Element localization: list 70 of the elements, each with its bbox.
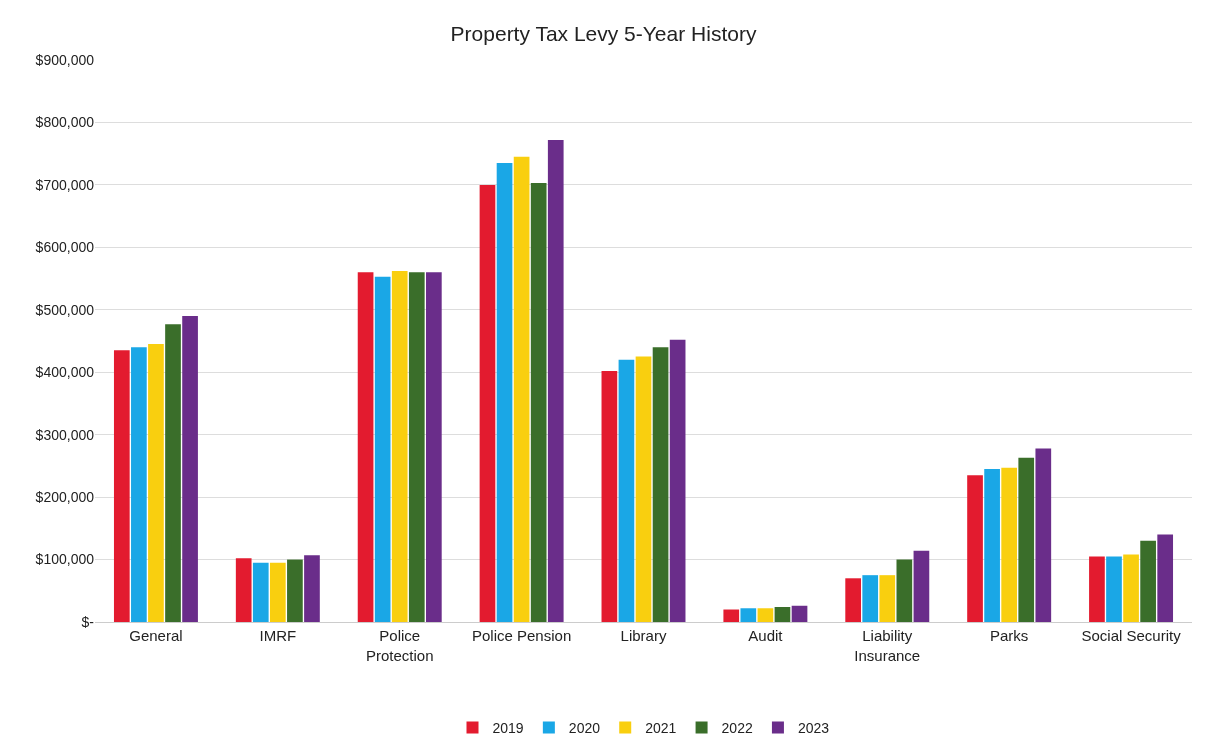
bar [984,469,1000,622]
x-tick-label: Audit [748,627,784,644]
chart-title: Property Tax Levy 5-Year History [450,22,757,46]
bar [635,356,652,622]
legend-label: 2020 [568,719,601,736]
bar [1001,467,1018,622]
bar [896,559,913,622]
bar [1123,554,1139,622]
y-tick-label: $600,000 [35,239,95,256]
y-tick-label: $400,000 [35,364,95,381]
bar [148,344,164,622]
legend-label: 2019 [492,719,524,736]
bar [791,605,808,622]
bar [1035,448,1052,622]
x-tick-label: Parks [990,627,1029,644]
bar [618,359,635,622]
legend-label: 2022 [721,719,753,736]
bar [601,370,618,622]
y-tick-label: $100,000 [35,551,95,568]
y-tick-label: $200,000 [35,489,95,506]
bar [774,607,791,622]
bar [757,608,774,622]
y-tick-label: $- [81,613,95,630]
bar [862,575,879,622]
bar [113,350,130,622]
bar [740,608,757,622]
legend-label: 2023 [797,719,830,736]
bar [530,183,547,622]
bar [252,562,269,622]
y-tick-label: $700,000 [35,176,95,193]
x-tick-label: Social Security [1081,627,1182,644]
x-tick-label: Library [620,627,667,644]
bar [496,163,513,622]
bar [1140,540,1156,622]
bar [1106,556,1122,622]
bar [513,156,530,622]
bar [357,272,374,622]
y-tick-label: $800,000 [35,114,95,131]
x-tick-label: Police Pension [471,627,572,644]
bar [131,347,147,622]
bar [479,184,496,622]
bar [913,550,930,622]
x-tick-label: IMRF [259,627,297,644]
bar [426,272,442,622]
legend-label: 2021 [645,719,677,736]
bar [723,609,740,622]
bar [304,555,320,622]
bar [547,139,564,622]
bar [408,272,425,622]
bar [269,562,286,622]
y-tick-label: $500,000 [35,301,95,318]
bar [182,316,198,622]
bar [669,339,686,622]
x-tick-label: Liability Insurance [854,627,921,664]
x-tick-label: Police Protection [365,627,434,664]
x-tick-label: General [129,627,183,644]
bar [1018,457,1035,622]
bar [652,347,669,622]
bar [287,559,303,622]
y-tick-label: $900,000 [35,51,95,68]
bar [879,575,896,622]
bar [235,558,252,622]
bar [374,276,391,622]
bar [1157,534,1174,622]
bar [1089,556,1105,622]
bar [967,475,983,622]
y-tick-label: $300,000 [35,426,95,443]
bar [845,578,861,622]
bar [165,324,181,622]
bar [391,271,408,622]
